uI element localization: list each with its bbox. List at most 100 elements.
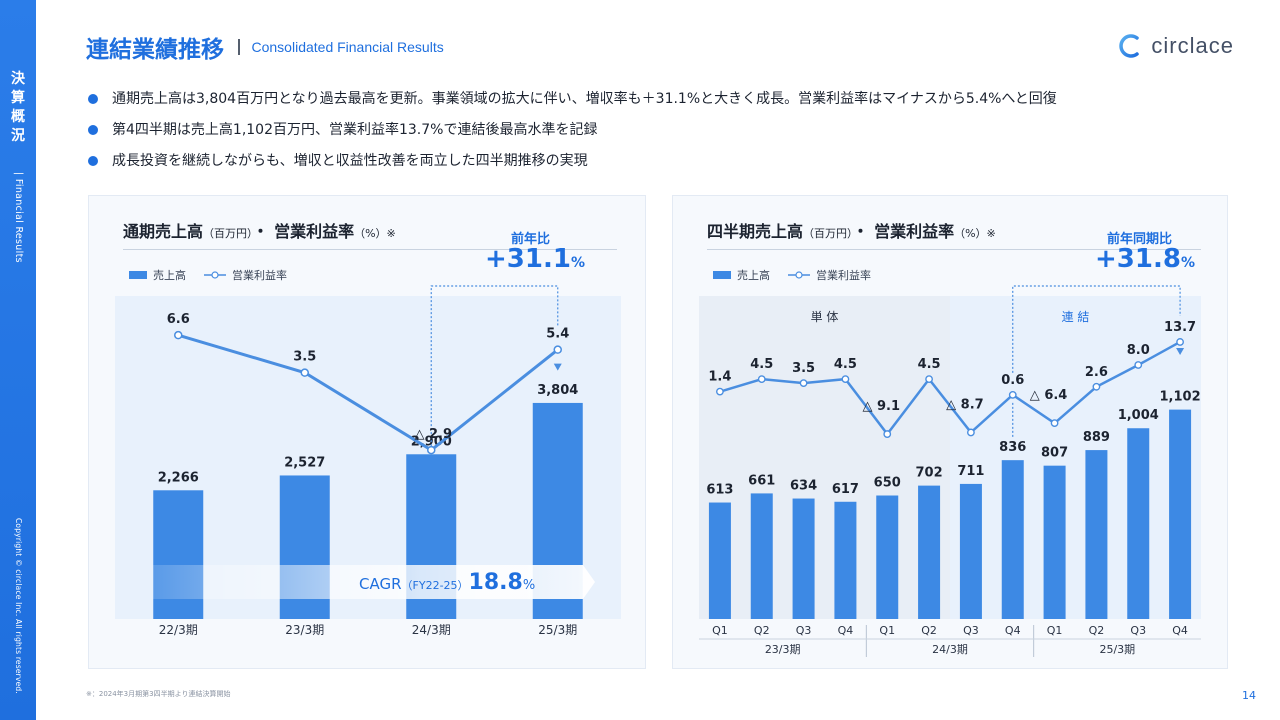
bar <box>153 490 204 619</box>
legend-line-label: 営業利益率 <box>816 269 871 282</box>
margin-label: 8.0 <box>1127 343 1150 358</box>
legend-bar-label: 売上高 <box>153 269 186 282</box>
x-tick-label: Q2 <box>921 624 937 637</box>
x-tick-label: Q4 <box>838 624 854 637</box>
comparison-bracket <box>430 285 559 447</box>
margin-label: 4.5 <box>918 357 941 372</box>
annual-chart-panel: 通期売上高（百万円）・ 営業利益率（%）※ 売上高 営業利益率 前年比 +31.… <box>88 195 646 669</box>
x-tick-label: Q2 <box>754 624 770 637</box>
margin-label: 5.4 <box>546 327 569 342</box>
standalone-region <box>699 296 950 619</box>
margin-point <box>1092 382 1101 391</box>
title-main: 通期売上高 <box>123 222 204 241</box>
quarterly-chart-title: 四半期売上高（百万円）・ 営業利益率（%）※ <box>707 218 996 242</box>
bar <box>1085 450 1108 619</box>
legend-bar-swatch <box>129 271 147 279</box>
bar-value-label: 702 <box>916 466 943 481</box>
bar-value-label: 650 <box>874 476 901 491</box>
bar-value-label: 1,004 <box>1118 408 1159 423</box>
margin-label: 2.6 <box>1085 365 1108 380</box>
title-mid: ・ 営業利益率 <box>252 222 355 241</box>
yoy-number: +31.8 <box>1095 244 1181 274</box>
margin-point <box>716 387 724 396</box>
title-unit2: （%）※ <box>954 227 996 240</box>
comparison-arrow <box>1176 347 1185 355</box>
section-char: 況 <box>11 128 25 144</box>
x-tick-label: Q3 <box>1130 624 1146 637</box>
margin-label: △ 9.1 <box>862 399 900 414</box>
legend-line-swatch <box>204 271 226 279</box>
x-tick-label: Q4 <box>1172 624 1188 637</box>
margin-point <box>841 375 850 384</box>
cagr-band <box>153 565 595 599</box>
margin-label: 13.7 <box>1164 320 1196 335</box>
bullet-item: 成長投資を継続しながらも、増収と収益性改善を両立した四半期推移の実現 <box>86 150 1057 172</box>
margin-point <box>1176 338 1184 346</box>
section-char: 概 <box>11 109 25 125</box>
footnote: ※：2024年3月期第3四半期より連結決算開始 <box>86 690 231 698</box>
comparison-bracket <box>1012 285 1181 373</box>
margin-line <box>177 333 559 452</box>
title-mid: ・ 営業利益率 <box>852 222 955 241</box>
group-label: 24/3期 <box>932 643 968 656</box>
bar-value-label: 2,527 <box>284 455 325 470</box>
bar <box>708 502 731 619</box>
margin-point <box>553 345 562 354</box>
group-label: 25/3期 <box>1099 643 1135 656</box>
bar <box>834 501 857 619</box>
margin-label: 1.4 <box>708 370 731 385</box>
margin-label: 3.5 <box>792 361 815 376</box>
x-tick-label: Q2 <box>1089 624 1105 637</box>
page-subtitle: Consolidated Financial Results <box>251 39 444 55</box>
bar <box>876 495 899 619</box>
bar-value-label: 889 <box>1083 430 1110 445</box>
legend-line-swatch <box>788 271 810 279</box>
bar <box>1127 428 1150 619</box>
annual-legend: 売上高 営業利益率 <box>129 267 287 283</box>
yoy-number: +31.1 <box>485 244 571 274</box>
margin-label: 3.5 <box>293 350 316 365</box>
bullet-item: 通期売上高は3,804百万円となり過去最高を更新。事業領域の拡大に伴い、増収率も… <box>86 88 1057 110</box>
sidebar: 決 算 概 況 | Financial Results Copyright © … <box>0 0 36 720</box>
margin-point <box>300 368 309 377</box>
quarterly-legend: 売上高 営業利益率 <box>713 267 871 283</box>
section-label-en: | Financial Results <box>13 172 24 263</box>
bar <box>1043 465 1066 619</box>
group-label: 23/3期 <box>765 643 801 656</box>
section-char: 決 <box>11 71 25 87</box>
page-number: 14 <box>1242 689 1256 702</box>
copyright: Copyright © circlace Inc. All rights res… <box>14 518 23 694</box>
logo-mark-icon <box>1119 34 1140 58</box>
bar-value-label: 2,266 <box>158 470 199 485</box>
x-tick-label: 25/3期 <box>538 623 577 637</box>
title-underline <box>123 249 617 250</box>
title-divider <box>238 39 240 55</box>
margin-line <box>719 340 1181 437</box>
margin-point <box>174 330 183 340</box>
quarterly-yoy-label: 前年同期比 <box>1107 232 1173 247</box>
margin-point <box>967 428 975 437</box>
margin-label: 6.6 <box>167 312 190 327</box>
bar-value-label: 836 <box>999 440 1026 455</box>
page-title: 連結業績推移 <box>86 37 224 63</box>
yoy-unit: % <box>570 255 585 271</box>
bar-value-label: 1,102 <box>1160 390 1201 405</box>
bar-value-label: 3,804 <box>537 383 578 398</box>
margin-label: △ 2.9 <box>414 427 452 442</box>
bar <box>750 493 773 619</box>
annual-yoy-value: +31.1% <box>485 244 585 274</box>
x-tick-label: Q1 <box>712 624 728 637</box>
x-tick-label: 24/3期 <box>412 623 451 637</box>
bar <box>1001 460 1024 619</box>
x-tick-label: 22/3期 <box>159 623 198 637</box>
x-tick-label: Q3 <box>963 624 979 637</box>
margin-label: 4.5 <box>750 357 773 372</box>
bar-value-label: 617 <box>832 482 859 497</box>
title-main: 四半期売上高 <box>707 222 804 241</box>
margin-point <box>1134 361 1143 369</box>
margin-point <box>799 379 808 388</box>
bar <box>918 485 941 619</box>
region-label-standalone: 単 体 <box>811 310 839 324</box>
title-unit: （百万円） <box>803 227 853 240</box>
margin-point <box>1050 419 1059 428</box>
